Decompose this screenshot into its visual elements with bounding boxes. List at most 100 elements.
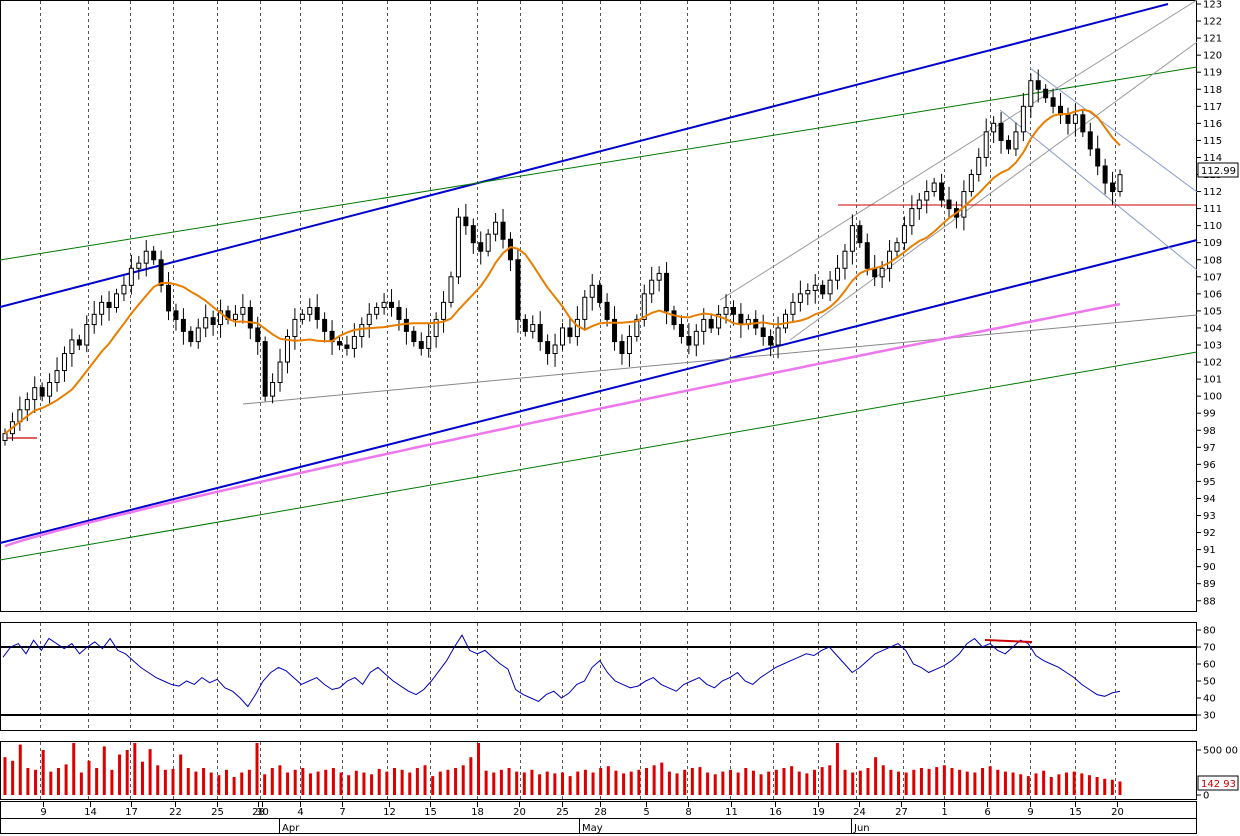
volume-bar bbox=[981, 768, 985, 795]
osc-tick-label: 40 bbox=[1203, 694, 1216, 705]
candle bbox=[69, 328, 75, 367]
candle-body bbox=[716, 313, 722, 329]
time-tick-label: 27 bbox=[895, 807, 908, 818]
volume-bar bbox=[1026, 776, 1030, 795]
candle-body bbox=[344, 344, 350, 349]
volume-bar bbox=[1049, 777, 1053, 795]
candle-body bbox=[69, 339, 75, 355]
volume-bar bbox=[751, 770, 755, 795]
candle bbox=[797, 280, 803, 312]
candle-body bbox=[188, 330, 194, 343]
candle bbox=[381, 293, 387, 315]
time-tick-label: 25 bbox=[211, 807, 224, 818]
candle-body bbox=[84, 324, 90, 346]
candle-body bbox=[166, 284, 172, 312]
volume-bar bbox=[79, 772, 83, 795]
candle-body bbox=[114, 293, 119, 308]
price-tick-label: 110 bbox=[1203, 221, 1222, 232]
price-tick-label: 112 bbox=[1203, 187, 1222, 198]
oscillator-levels bbox=[1, 646, 1196, 716]
candle-body bbox=[218, 310, 224, 326]
candle bbox=[366, 303, 372, 338]
volume-bar bbox=[851, 772, 855, 795]
lower-channel-line bbox=[0, 239, 1198, 544]
candle-body bbox=[1065, 114, 1071, 124]
candle bbox=[299, 309, 305, 325]
candle-body bbox=[173, 310, 179, 320]
volume-bar bbox=[72, 743, 76, 795]
volume-bar bbox=[522, 772, 526, 795]
candle bbox=[693, 324, 699, 357]
candle-body bbox=[924, 191, 930, 201]
price-tick-label: 99 bbox=[1203, 409, 1216, 420]
candle-body bbox=[151, 250, 157, 261]
candle bbox=[91, 301, 97, 334]
volume-bar bbox=[339, 772, 343, 795]
volume-bar bbox=[843, 769, 847, 795]
candle-body bbox=[597, 284, 603, 303]
candle bbox=[634, 314, 640, 342]
candle bbox=[128, 254, 134, 295]
candle bbox=[374, 302, 380, 320]
time-axis-frame bbox=[0, 801, 1197, 834]
candle-body bbox=[983, 131, 989, 158]
candle-body bbox=[478, 242, 484, 252]
candle-body bbox=[351, 335, 357, 349]
candle-body bbox=[61, 353, 67, 372]
candle-body bbox=[552, 344, 558, 355]
candle-body bbox=[277, 361, 283, 384]
long-moving-average bbox=[4, 302, 1121, 548]
candle-body bbox=[47, 382, 53, 397]
candle bbox=[597, 280, 603, 308]
candle-body bbox=[1043, 88, 1049, 99]
candle bbox=[760, 314, 766, 346]
volume-bar bbox=[476, 743, 480, 795]
candle-body bbox=[500, 221, 506, 240]
volume-bar bbox=[316, 771, 320, 795]
volume-bar bbox=[576, 771, 580, 795]
price-tick-label: 96 bbox=[1203, 460, 1216, 471]
candle-body bbox=[626, 335, 632, 355]
price-tick-label: 122 bbox=[1203, 17, 1222, 28]
candle-body bbox=[678, 324, 684, 337]
month-label: May bbox=[582, 823, 603, 834]
volume-bar bbox=[1095, 777, 1099, 795]
candle-body bbox=[24, 399, 30, 411]
time-tick-label: 25 bbox=[556, 807, 569, 818]
candle bbox=[322, 312, 328, 343]
volume-bar bbox=[263, 774, 267, 795]
candle bbox=[47, 373, 53, 404]
volume-bar bbox=[583, 769, 587, 795]
volume-bar bbox=[561, 772, 564, 795]
price-tick-label: 114 bbox=[1203, 153, 1222, 164]
volume-bar bbox=[95, 768, 99, 795]
volume-bar bbox=[904, 772, 908, 795]
price-tick-label: 103 bbox=[1203, 341, 1222, 352]
candle bbox=[530, 315, 536, 339]
volume-bar bbox=[950, 768, 954, 795]
candle bbox=[656, 266, 662, 292]
candle-body bbox=[195, 327, 201, 343]
candle bbox=[433, 312, 439, 348]
candle bbox=[500, 208, 506, 249]
candle-body bbox=[738, 313, 744, 326]
osc-divergence-marker-1 bbox=[984, 639, 1033, 643]
volume-bar bbox=[530, 769, 534, 795]
candle bbox=[1006, 135, 1011, 155]
candle bbox=[515, 248, 521, 333]
volume-bar bbox=[377, 768, 381, 795]
volume-bar bbox=[217, 775, 221, 795]
price-tick-label: 102 bbox=[1203, 358, 1222, 369]
candle-body bbox=[649, 279, 655, 295]
candle-body bbox=[574, 318, 580, 337]
candle bbox=[916, 192, 922, 220]
candle-body bbox=[441, 301, 447, 320]
volume-bar bbox=[927, 768, 931, 795]
volume-axis: 0 500 00 bbox=[1197, 746, 1238, 802]
candle bbox=[790, 293, 796, 322]
last-price-label: 112.99 bbox=[1201, 166, 1236, 177]
volume-bar bbox=[240, 772, 244, 795]
candle bbox=[924, 180, 930, 214]
volume-bar bbox=[26, 768, 30, 795]
candle bbox=[612, 306, 618, 351]
